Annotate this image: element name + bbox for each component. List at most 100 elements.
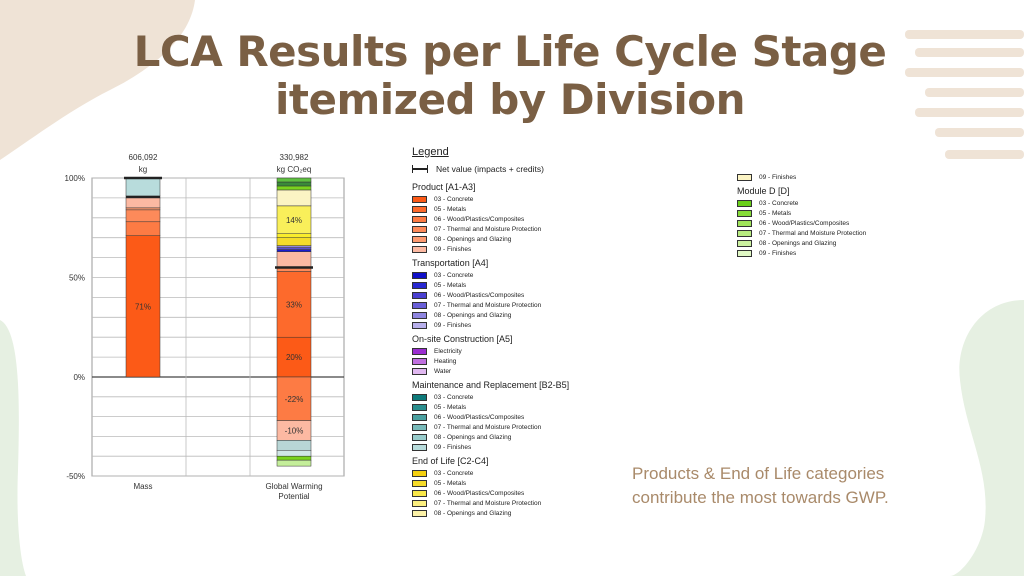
legend-item-label: 03 - Concrete: [759, 199, 799, 207]
legend-group-title: Module D [D]: [737, 186, 790, 196]
legend-item: 06 - Wood/Plastics/Composites: [412, 290, 632, 300]
legend-group-title: End of Life [C2-C4]: [412, 456, 489, 466]
legend-item: 08 - Openings and Glazing: [412, 508, 632, 518]
legend-group-title: Maintenance and Replacement [B2-B5]: [412, 380, 570, 390]
bar-segment: [125, 209, 161, 223]
legend-swatch: [412, 357, 427, 365]
legend-item: 05 - Metals: [412, 402, 632, 412]
legend-item: 09 - Finishes: [412, 320, 632, 330]
legend-item: 05 - Metals: [412, 280, 632, 290]
legend-swatch: [412, 423, 427, 431]
caption-line-2: contribute the most towards GWP.: [632, 488, 889, 507]
legend-item: 08 - Openings and Glazing: [412, 432, 632, 442]
bar-segment: [276, 189, 312, 207]
legend-item-label: 09 - Finishes: [434, 321, 472, 329]
legend-item-label: 08 - Openings and Glazing: [434, 311, 512, 319]
legend-item: 03 - Concrete: [412, 194, 632, 204]
legend-swatch: [412, 281, 427, 289]
bar-segment: [276, 455, 312, 461]
legend-swatch: [412, 321, 427, 329]
legend-item-label: 07 - Thermal and Moisture Protection: [434, 225, 542, 233]
legend-item-label: 06 - Wood/Plastics/Composites: [759, 219, 850, 227]
legend-swatch: [412, 367, 427, 375]
legend-item-label: 06 - Wood/Plastics/Composites: [434, 215, 525, 223]
legend-swatch: [412, 225, 427, 233]
legend-group-title: On-site Construction [A5]: [412, 334, 513, 344]
legend-item-label: 06 - Wood/Plastics/Composites: [434, 291, 525, 299]
legend-item-label: 03 - Concrete: [434, 195, 474, 203]
legend-item: 07 - Thermal and Moisture Protection: [412, 224, 632, 234]
legend-item: 03 - Concrete: [412, 270, 632, 280]
legend-item: 08 - Openings and Glazing: [412, 310, 632, 320]
bar-segment: [125, 195, 161, 199]
legend-item-label: 07 - Thermal and Moisture Protection: [434, 499, 542, 507]
insight-caption: Products & End of Life categories contri…: [632, 462, 992, 510]
legend-item-label: 08 - Openings and Glazing: [434, 433, 512, 441]
legend-item: 09 - Finishes: [737, 172, 937, 182]
legend-swatch: [737, 249, 752, 257]
bar-segment-label: 14%: [286, 216, 302, 225]
legend-group: End of Life [C2-C4] 03 - Concrete 05 - Met…: [412, 456, 632, 518]
legend-item-label: 03 - Concrete: [434, 393, 474, 401]
bar-segment: [276, 450, 312, 457]
caption-line-1: Products & End of Life categories: [632, 464, 885, 483]
category-label: Mass: [133, 482, 152, 491]
bar-segment: [276, 233, 312, 238]
legend-item: 06 - Wood/Plastics/Composites: [412, 488, 632, 498]
title-line-2: itemized by Division: [275, 75, 746, 124]
legend-item-label: 05 - Metals: [434, 403, 467, 411]
legend-item: 03 - Concrete: [412, 392, 632, 402]
legend-item: 03 - Concrete: [737, 198, 937, 208]
bar-segment: [276, 440, 312, 451]
net-marker-icon: [412, 165, 428, 173]
bar-segment-label: -10%: [285, 426, 304, 435]
bar-segment: [125, 207, 161, 211]
legend-group: Module D [D] 03 - Concrete 05 - Metals 06 -…: [737, 186, 937, 258]
legend-item-label: Heating: [434, 357, 457, 365]
bar-segment-label: -22%: [285, 395, 304, 404]
legend-title: Legend: [412, 146, 449, 158]
total-value: 330,982: [280, 153, 309, 162]
legend-swatch: [412, 489, 427, 497]
legend-item: 09 - Finishes: [412, 442, 632, 452]
total-unit: kg CO₂eq: [277, 165, 312, 174]
bar-segment-label: 71%: [135, 302, 151, 311]
legend-column-2-top: 09 - Finishes: [737, 172, 937, 182]
legend-swatch: [412, 479, 427, 487]
legend-item: 06 - Wood/Plastics/Composites: [737, 218, 937, 228]
legend-swatch: [412, 509, 427, 517]
bar-segment: [276, 237, 312, 246]
right-stripes: [905, 30, 1024, 159]
legend-item: 05 - Metals: [412, 204, 632, 214]
legend-item-label: 07 - Thermal and Moisture Protection: [759, 229, 867, 237]
legend-item: Heating: [412, 356, 632, 366]
legend-swatch: [737, 209, 752, 217]
legend-swatch: [412, 413, 427, 421]
total-value: 606,092: [129, 153, 158, 162]
legend-item-label: 07 - Thermal and Moisture Protection: [434, 301, 542, 309]
legend-swatch: [737, 229, 752, 237]
legend-item-label: 05 - Metals: [434, 281, 467, 289]
legend-group: Maintenance and Replacement [B2-B5] 03 - …: [412, 380, 632, 452]
bar-segment: [276, 185, 312, 191]
legend-item: 06 - Wood/Plastics/Composites: [412, 412, 632, 422]
legend-item: 06 - Wood/Plastics/Composites: [412, 214, 632, 224]
legend-item-label: 08 - Openings and Glazing: [434, 235, 512, 243]
bar-segment: [125, 221, 161, 236]
legend-net-value: Net value (impacts + credits): [412, 164, 632, 174]
legend-swatch: [412, 499, 427, 507]
legend-net-label: Net value (impacts + credits): [436, 164, 544, 174]
legend-item: 05 - Metals: [737, 208, 937, 218]
legend-item-label: 03 - Concrete: [434, 271, 474, 279]
legend-swatch: [412, 235, 427, 243]
bar-segment: [276, 247, 312, 250]
legend-item: 07 - Thermal and Moisture Protection: [412, 422, 632, 432]
legend-item-label: 09 - Finishes: [434, 443, 472, 451]
bottom-left-blob: [0, 320, 26, 576]
legend-item-label: 05 - Metals: [434, 479, 467, 487]
bar-segment: [276, 245, 312, 248]
legend-item-label: 09 - Finishes: [759, 173, 797, 181]
title-line-1: LCA Results per Life Cycle Stage: [133, 27, 887, 76]
legend-group: On-site Construction [A5] Electricity Heat…: [412, 334, 632, 376]
